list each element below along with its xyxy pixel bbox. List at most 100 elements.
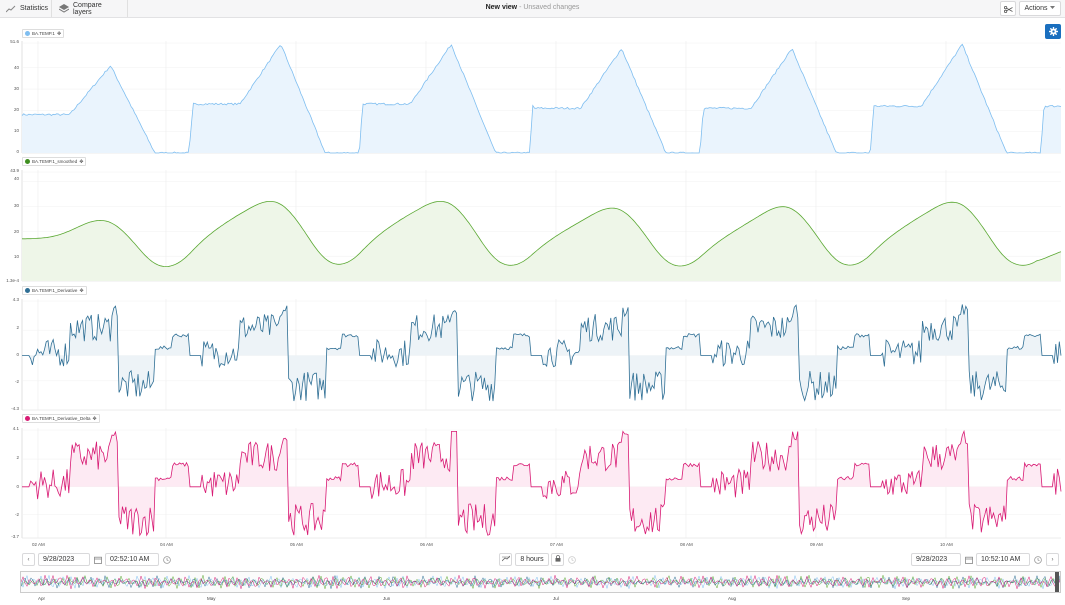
x-tick-label: 10 AM: [940, 542, 953, 547]
clock-icon[interactable]: [161, 554, 172, 565]
overview-month-label: Aug: [728, 596, 737, 601]
legend-ba-temp-1-derivative[interactable]: BA.TEMP.1_Derivative ✥: [22, 286, 87, 295]
series-color-dot: [25, 288, 30, 293]
overview-series-line: [20, 574, 1062, 590]
x-tick-label: 02 AM: [32, 542, 45, 547]
series-area: [22, 201, 1061, 281]
view-name[interactable]: New view: [485, 4, 518, 11]
series-line: [21, 43, 1062, 154]
move-icon[interactable]: ✥: [79, 287, 84, 294]
series-area: [22, 431, 1061, 536]
y-tick-label: -4.3: [11, 406, 19, 411]
overview-month-label: Apr: [38, 596, 46, 601]
legend-ba-temp-1[interactable]: BA.TEMP.1 ✥: [22, 29, 65, 38]
y-tick-label: 40: [13, 176, 19, 181]
view-status: - Unsaved changes: [517, 4, 580, 11]
y-tick-label: 40: [13, 65, 19, 70]
x-tick-label: 08 AM: [680, 542, 693, 547]
clock-icon[interactable]: [1032, 554, 1043, 565]
y-tick-label: 30: [13, 203, 19, 208]
move-icon[interactable]: ✥: [79, 158, 84, 165]
y-tick-label: 1.3e-4: [6, 278, 19, 283]
clock-icon[interactable]: [566, 554, 577, 565]
time-controls-right: 9/28/2023 10:52:10 AM ›: [911, 553, 1059, 566]
series-line: [22, 304, 1062, 402]
start-date-input[interactable]: 9/28/2023: [38, 553, 90, 566]
layers-icon: [59, 4, 69, 14]
duration-input[interactable]: 8 hours: [515, 553, 549, 566]
chevron-down-icon: [1050, 5, 1056, 12]
legend-label: BA.TEMP.1: [32, 31, 55, 36]
legend-ba-temp-1-derivative-delta[interactable]: BA.TEMP.1_Derivative_Delta ✥: [22, 414, 100, 423]
series-line: [22, 200, 1062, 268]
charts-area[interactable]: [0, 0, 1065, 560]
trend-icon: [501, 555, 510, 564]
overview-month-label: Jul: [553, 596, 559, 601]
y-tick-label: 2: [16, 455, 19, 460]
x-tick-label: 09 AM: [810, 542, 823, 547]
actions-button[interactable]: Actions: [1019, 1, 1061, 16]
y-tick-label: 0: [16, 149, 19, 154]
x-tick-label: 06 AM: [420, 542, 433, 547]
compare-layers-label: Compare layers: [73, 1, 102, 16]
series-color-dot: [25, 416, 30, 421]
y-tick-label: 10: [13, 128, 19, 133]
duration-value: 8 hours: [520, 556, 544, 563]
y-tick-label: 4.1: [12, 426, 19, 431]
lock-duration-button[interactable]: [551, 553, 564, 566]
legend-ba-temp-1-smoothed[interactable]: BA.TEMP.1_smoothed ✥: [22, 157, 87, 166]
overview-range-handle[interactable]: [1055, 572, 1059, 592]
series-area: [22, 304, 1061, 402]
move-icon[interactable]: ✥: [92, 415, 97, 422]
series-color-dot: [25, 31, 30, 36]
overview-series-line: [20, 574, 1062, 590]
move-icon[interactable]: ✥: [56, 30, 62, 37]
calendar-icon[interactable]: [92, 554, 103, 565]
series-color-dot: [25, 159, 30, 164]
time-controls-center: 8 hours: [499, 553, 577, 566]
y-tick-label: 43.9: [10, 168, 19, 173]
statistics-tab[interactable]: Statistics: [0, 0, 52, 17]
y-tick-label: 2: [16, 325, 19, 330]
y-tick-label: 30: [13, 86, 19, 91]
start-time-value: 02:52:10 AM: [110, 556, 150, 563]
start-date-value: 9/28/2023: [43, 556, 75, 563]
gear-icon: [1048, 23, 1058, 41]
end-time-input[interactable]: 10:52:10 AM: [976, 553, 1030, 566]
y-tick-label: 0: [16, 484, 19, 489]
y-tick-label: 0: [16, 352, 19, 357]
y-tick-label: -2: [14, 379, 19, 384]
view-title: New view - Unsaved changes: [0, 4, 1065, 11]
y-tick-label: 51.6: [10, 39, 19, 44]
overview-series-line: [20, 574, 1062, 590]
overview-month-label: Jun: [383, 596, 391, 601]
x-tick-label: 04 AM: [160, 542, 173, 547]
overview-month-label: Sep: [902, 596, 911, 601]
lock-icon: [555, 555, 561, 564]
legend-label: BA.TEMP.1_Derivative_Delta: [32, 416, 91, 421]
trend-button[interactable]: [499, 553, 512, 566]
end-date-input[interactable]: 9/28/2023: [911, 553, 961, 566]
series-line: [22, 429, 1062, 537]
time-controls-left: ‹ 9/28/2023 02:52:10 AM: [22, 553, 172, 566]
y-tick-label: 20: [13, 229, 19, 234]
start-time-input[interactable]: 02:52:10 AM: [105, 553, 159, 566]
legend-label: BA.TEMP.1_smoothed: [32, 159, 78, 164]
overview-series-line: [20, 574, 1062, 590]
y-tick-label: 20: [13, 107, 19, 112]
overview-navigator[interactable]: [20, 571, 1062, 593]
step-back-button[interactable]: ‹: [22, 553, 35, 566]
step-forward-button[interactable]: ›: [1046, 553, 1059, 566]
scissors-icon: [1003, 0, 1013, 18]
series-area: [22, 44, 1061, 153]
chart-settings-button[interactable]: [1045, 24, 1061, 39]
overview-month-label: May: [207, 596, 216, 601]
top-toolbar: Statistics Compare layers New view - Uns…: [0, 0, 1065, 18]
compare-layers-tab[interactable]: Compare layers: [53, 0, 128, 17]
y-tick-label: 4.3: [12, 297, 19, 302]
y-tick-label: -3.7: [11, 534, 19, 539]
end-date-value: 9/28/2023: [916, 556, 948, 563]
scissors-button[interactable]: [1000, 1, 1016, 16]
calendar-icon[interactable]: [963, 554, 974, 565]
